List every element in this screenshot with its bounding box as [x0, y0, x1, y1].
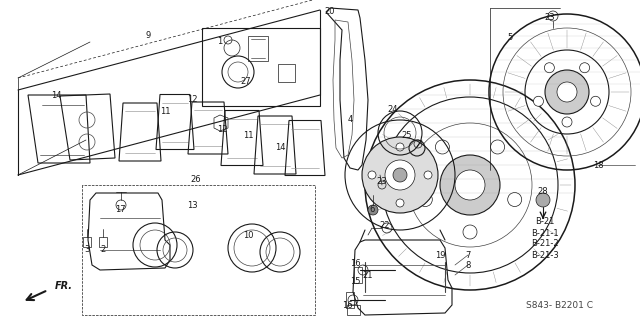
Text: 14: 14 — [275, 144, 285, 152]
Text: S843- B2201 C: S843- B2201 C — [527, 300, 593, 309]
Text: 6: 6 — [369, 205, 374, 214]
Text: 15: 15 — [349, 278, 360, 286]
Text: 8: 8 — [465, 261, 470, 270]
Text: 9: 9 — [145, 31, 150, 40]
Text: 4: 4 — [348, 115, 353, 124]
Text: 24: 24 — [388, 106, 398, 115]
Text: B-21: B-21 — [535, 218, 555, 226]
Text: 11: 11 — [160, 108, 170, 116]
Text: 5: 5 — [508, 33, 513, 42]
Text: 12: 12 — [217, 125, 227, 135]
Circle shape — [545, 70, 589, 114]
Circle shape — [545, 63, 554, 73]
Text: FR.: FR. — [55, 281, 73, 291]
Text: 2: 2 — [100, 246, 106, 255]
Text: 16: 16 — [342, 300, 352, 309]
Text: B-21-1: B-21-1 — [531, 228, 559, 238]
Text: 3: 3 — [84, 246, 90, 255]
Text: 22: 22 — [380, 220, 390, 229]
Text: 26: 26 — [191, 175, 202, 184]
Circle shape — [562, 117, 572, 127]
Text: 23: 23 — [545, 13, 556, 23]
Text: 25: 25 — [402, 130, 412, 139]
Circle shape — [440, 155, 500, 215]
Text: 28: 28 — [538, 188, 548, 197]
Text: 13: 13 — [187, 201, 197, 210]
Circle shape — [368, 171, 376, 179]
Circle shape — [419, 193, 432, 206]
Text: B-21-2: B-21-2 — [531, 240, 559, 249]
Circle shape — [534, 96, 543, 106]
Bar — [202, 28, 320, 106]
Circle shape — [455, 170, 485, 200]
Text: 11: 11 — [243, 130, 253, 139]
Text: 14: 14 — [51, 91, 61, 100]
Text: 27: 27 — [241, 78, 252, 86]
Text: 18: 18 — [593, 160, 604, 169]
Text: B-21-3: B-21-3 — [531, 250, 559, 259]
Circle shape — [491, 140, 504, 154]
Circle shape — [536, 193, 550, 207]
Text: 16: 16 — [349, 258, 360, 268]
Circle shape — [591, 96, 600, 106]
Text: 1: 1 — [218, 38, 223, 47]
Circle shape — [368, 205, 378, 215]
Circle shape — [463, 225, 477, 239]
Text: 20: 20 — [324, 8, 335, 17]
Circle shape — [362, 137, 438, 213]
Circle shape — [424, 171, 432, 179]
Circle shape — [435, 140, 449, 154]
Text: 23: 23 — [377, 177, 387, 187]
Text: 7: 7 — [465, 250, 470, 259]
Circle shape — [396, 143, 404, 151]
Circle shape — [393, 168, 407, 182]
Circle shape — [396, 199, 404, 207]
Text: 17: 17 — [115, 205, 125, 214]
Text: 19: 19 — [435, 250, 445, 259]
Circle shape — [557, 82, 577, 102]
Circle shape — [385, 160, 415, 190]
Text: 12: 12 — [187, 95, 197, 105]
Circle shape — [580, 63, 589, 73]
Text: 21: 21 — [363, 271, 373, 279]
Text: 10: 10 — [243, 231, 253, 240]
Circle shape — [508, 193, 522, 206]
Bar — [248, 36, 268, 61]
